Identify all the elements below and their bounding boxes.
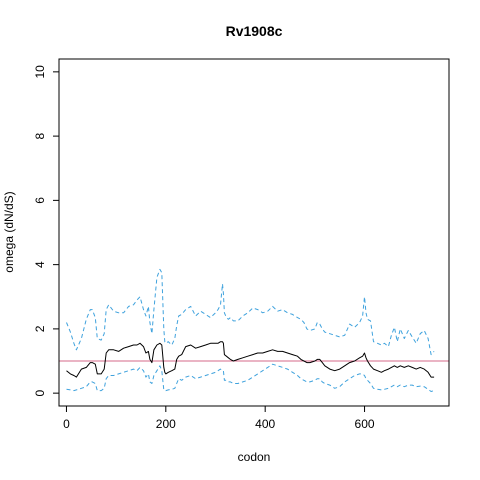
x-tick-label: 600 [355, 417, 375, 431]
series-upper-line [66, 268, 435, 356]
y-tick-label: 4 [33, 261, 47, 268]
y-axis: 0 2 4 6 8 10 [33, 65, 60, 396]
x-axis-label: codon [238, 450, 271, 464]
x-tick-label: 0 [63, 417, 70, 431]
y-tick-label: 10 [33, 65, 47, 79]
y-axis-label: omega (dN/dS) [2, 191, 16, 272]
series-lower-line [66, 363, 435, 392]
y-tick-label: 2 [33, 325, 47, 332]
x-axis: 0 200 400 600 [63, 405, 375, 431]
x-tick-label: 400 [255, 417, 275, 431]
y-tick-label: 8 [33, 132, 47, 139]
y-tick-label: 6 [33, 197, 47, 204]
chart-title: Rv1908c [226, 23, 283, 39]
plot-frame [58, 58, 450, 407]
series-estimate-line [66, 341, 435, 378]
y-tick-label: 0 [33, 389, 47, 396]
x-tick-label: 200 [156, 417, 176, 431]
